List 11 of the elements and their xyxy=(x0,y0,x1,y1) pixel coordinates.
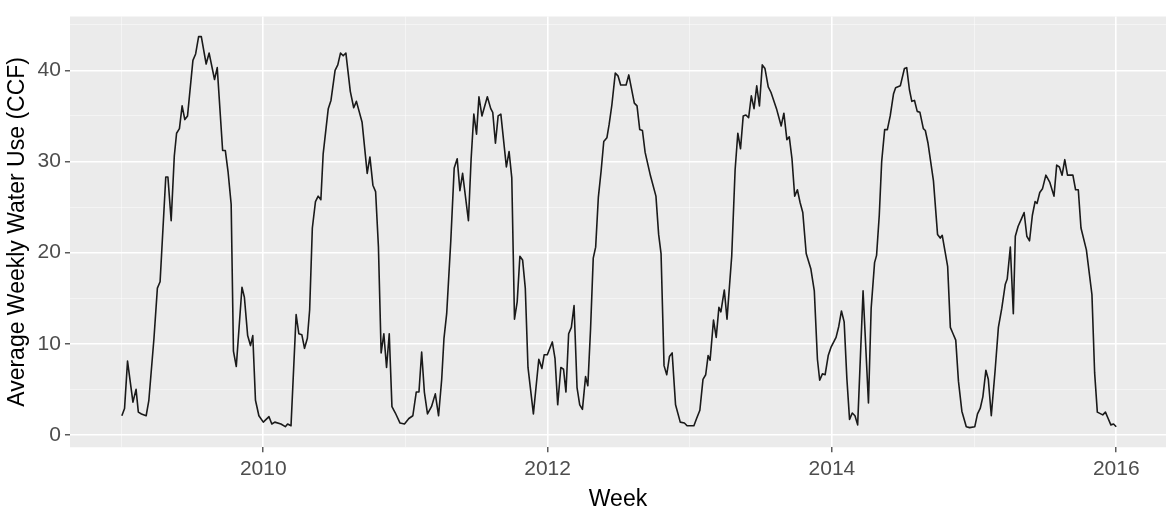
y-axis-title: Average Weekly Water Use (CCF) xyxy=(3,57,30,407)
y-tick-label: 0 xyxy=(49,421,61,445)
y-tick-label: 40 xyxy=(37,57,61,81)
x-tick-label: 2010 xyxy=(239,455,287,479)
y-tick-label: 30 xyxy=(37,148,61,172)
y-tick-label: 20 xyxy=(37,239,61,263)
y-tick-label: 10 xyxy=(37,330,61,354)
x-axis-title: Week xyxy=(588,484,648,511)
x-tick-label: 2016 xyxy=(1092,455,1140,479)
x-tick-label: 2014 xyxy=(808,455,856,479)
x-tick-label: 2012 xyxy=(524,455,571,479)
